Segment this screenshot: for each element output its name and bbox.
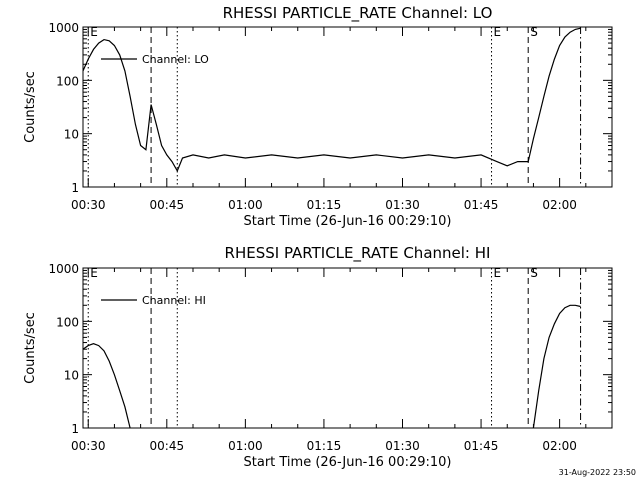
- series-line: [82, 304, 581, 429]
- chart-title: RHESSI PARTICLE_RATE Channel: HI: [225, 244, 491, 263]
- x-tick-label: 00:45: [150, 439, 185, 453]
- x-tick-label: 01:00: [228, 439, 263, 453]
- y-tick-label: 1000: [48, 21, 79, 35]
- x-tick-label: 01:15: [307, 198, 342, 212]
- y-tick-label: 10: [64, 128, 79, 142]
- y-tick-label: 10: [64, 369, 79, 383]
- panel-hi-channel: RHESSI PARTICLE_RATE Channel: HI 1 10 100 10…: [23, 244, 613, 470]
- x-tick-label: 01:45: [464, 198, 499, 212]
- plot-frame: [82, 26, 613, 188]
- x-tick-label: 01:45: [464, 439, 499, 453]
- x-axis-label: Start Time (26-Jun-16 00:29:10): [244, 455, 452, 470]
- time-marker-label: E: [494, 25, 502, 39]
- generated-timestamp: 31-Aug-2022 23:50: [559, 468, 636, 477]
- plot-frame: [82, 267, 613, 429]
- y-axis-label: Counts/sec: [23, 71, 38, 143]
- panel-lo-channel: RHESSI PARTICLE_RATE Channel: LO 1 10 100 10…: [23, 4, 613, 229]
- time-marker-label: S: [530, 25, 538, 39]
- y-tick-label: 1: [71, 422, 79, 436]
- y-tick-label: 100: [56, 315, 79, 329]
- y-tick-label: 1000: [48, 262, 79, 276]
- y-tick-label: 100: [56, 74, 79, 88]
- x-tick-label: 00:30: [71, 439, 106, 453]
- legend-entry: Channel: LO: [142, 53, 209, 66]
- x-tick-label: 00:30: [71, 198, 106, 212]
- x-tick-label: 01:30: [385, 439, 420, 453]
- x-tick-label: 00:45: [150, 198, 185, 212]
- x-axis-label: Start Time (26-Jun-16 00:29:10): [244, 214, 452, 229]
- time-marker-label: E: [90, 266, 98, 280]
- x-tick-label: 01:15: [307, 439, 342, 453]
- time-marker-label: E: [494, 266, 502, 280]
- x-tick-label: 01:00: [228, 198, 263, 212]
- y-tick-label: 1: [71, 181, 79, 195]
- time-marker-label: S: [530, 266, 538, 280]
- x-tick-label: 01:30: [385, 198, 420, 212]
- time-marker-label: E: [90, 25, 98, 39]
- series-line: [82, 27, 581, 173]
- chart-title: RHESSI PARTICLE_RATE Channel: LO: [223, 4, 493, 23]
- x-tick-label: 02:00: [542, 198, 577, 212]
- x-tick-label: 02:00: [542, 439, 577, 453]
- legend-entry: Channel: HI: [142, 294, 206, 307]
- y-axis-label: Counts/sec: [23, 312, 38, 384]
